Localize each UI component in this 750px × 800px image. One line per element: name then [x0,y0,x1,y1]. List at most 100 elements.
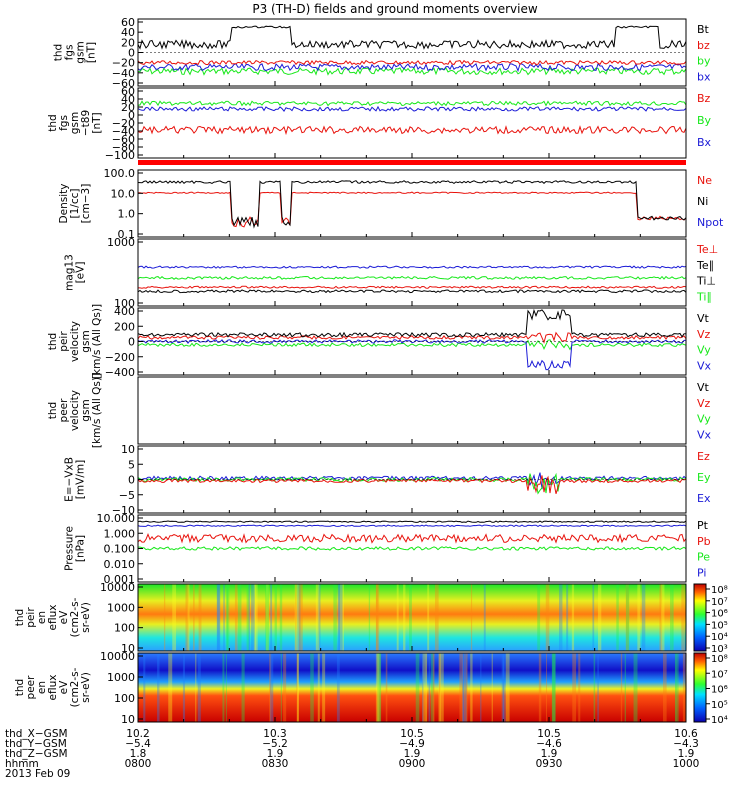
bottom-row-label: 2013 Feb 09 [5,768,70,780]
spectrogram-stripe [195,653,197,722]
y-axis-label: [cm−3] [80,184,92,224]
y-axis-label: en [36,611,48,624]
legend-Vt: Vt [697,381,710,394]
spectrogram-stripe [438,653,441,722]
spectrogram-stripe [597,584,602,651]
trace-green [138,546,687,552]
y-tick-label: 40 [121,26,135,39]
spectrogram-stripe [193,584,195,651]
y-axis-label: [nT] [86,42,98,63]
spectrogram-stripe [217,584,220,651]
y-tick-label: 0.1 [118,228,136,241]
spectrogram-stripe [315,584,320,651]
y-axis-label: peir [25,607,37,628]
colorbar-label: 10⁵ [711,700,728,711]
y-axis-label: thd [53,44,65,61]
y-tick-label: −60 [112,77,135,90]
spectrogram-stripe [422,653,427,722]
spectrogram-stripe [396,584,399,651]
legend-Bt: Bt [697,23,710,36]
y-axis-label: mag13 [64,254,76,291]
spectrogram-stripe [197,653,201,722]
spectrogram-stripe [310,653,314,722]
spectrogram-stripe [483,584,486,651]
y-tick-label: −60 [112,133,135,146]
y-tick-label: 20 [121,36,135,49]
spectrogram-stripe [265,584,269,651]
panel-frame [137,87,687,159]
spectrogram-stripe [225,584,228,651]
legend-Bx: Bx [697,136,712,149]
spectrogram-stripe [297,653,299,722]
y-axis-label: peir [58,331,70,352]
spectrogram-stripe [409,584,412,651]
colorbar [693,583,707,652]
panel-frame [137,169,687,238]
legend-Vy: Vy [697,344,711,357]
trace-red [138,191,687,228]
y-tick-label: 60 [121,85,135,98]
spectrogram-stripe [297,653,299,722]
legend-Ey: Ey [697,471,711,484]
trace-red [137,533,687,544]
y-tick-label: 60 [121,16,135,29]
spectrogram-stripe [566,584,569,651]
y-axis-label: velocity [69,321,81,362]
spectrogram-stripe [336,653,340,722]
spectrogram-stripe [222,653,225,722]
y-tick-label: 1.000 [104,527,136,540]
y-axis-label: gsm [80,330,92,352]
y-tick-label: 100 [114,692,135,705]
spectrogram-stripe [538,653,542,722]
y-axis-label: velocity [69,390,81,431]
legend-Ni: Ni [697,195,708,208]
y-axis-label: [nT] [91,112,103,133]
y-axis-label: gsm [75,41,87,63]
y-tick-label: 1000 [107,671,135,684]
spectrogram-stripe [505,653,510,722]
spectrogram-stripe [375,584,380,651]
y-axis-label: Density [58,184,70,224]
spectrogram-stripe [675,653,677,722]
spectrogram-stripe [274,584,277,651]
spectrogram-peer-eflux [138,653,686,722]
spectrogram-stripe [269,653,272,722]
trace-blue [137,339,687,371]
y-tick-label: −400 [105,366,135,379]
spectrogram-stripe [280,653,282,722]
spectrogram-stripe [663,653,667,722]
spectrogram-stripe [422,653,424,722]
bottom-row-label: thd_Y−GSM [5,738,67,750]
spectrogram-stripe [425,653,428,722]
spectrogram-stripe [246,584,250,651]
spectrogram-stripe [298,584,303,651]
y-axis-label: en [36,681,48,694]
legend-Vz: Vz [697,328,711,341]
legend-Vx: Vx [697,428,712,441]
spectrogram-stripe [461,653,465,722]
y-tick-label: 100.0 [104,167,136,180]
spectrogram-stripe [185,584,189,651]
y-axis-label: fgs [58,115,70,131]
bottom-col-value: 0930 [536,758,563,770]
spectrogram-stripe [439,653,444,722]
legend-Pi: Pi [697,566,706,579]
legend-bz: bz [697,39,710,52]
bottom-col-value: 10.2 [126,728,149,740]
spectrogram-stripe [491,653,493,722]
y-axis-label: [mV/m] [75,460,87,499]
spectrogram-stripe [251,584,255,651]
spectrogram-stripe [157,653,160,722]
spectrogram-stripe [434,584,439,651]
bottom-col-value: −4.9 [399,738,425,750]
y-tick-label: 1000 [107,601,135,614]
y-axis-label: eV [58,610,70,624]
spectrogram-peir-eflux [138,584,686,651]
spectrogram-stripe [248,584,251,651]
spectrogram-stripe [501,653,506,722]
y-tick-label: 200 [114,320,135,333]
trace-blue [137,105,687,112]
bottom-col-value: 0800 [125,758,152,770]
